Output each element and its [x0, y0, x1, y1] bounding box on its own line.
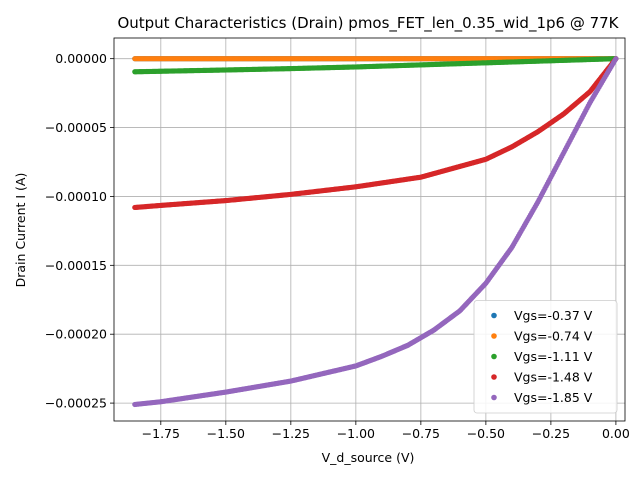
y-axis-ticks: 0.00000 −0.00005 −0.00010 −0.00015 −0.00020 −…: [45, 51, 114, 411]
series-4-points: [132, 56, 619, 211]
y-tick-label: −0.00005: [45, 120, 107, 135]
legend-marker: [491, 333, 497, 339]
legend-label: Vgs=-0.74 V: [514, 329, 593, 344]
x-tick-label: −0.25: [532, 426, 570, 441]
x-tick-label: −1.00: [337, 426, 375, 441]
y-tick-label: 0.00000: [55, 51, 107, 66]
series-5-points: [132, 56, 619, 408]
y-tick-label: −0.00010: [45, 189, 107, 204]
data-point: [613, 56, 619, 62]
legend-marker: [491, 374, 497, 380]
legend-box: [473, 300, 618, 414]
legend-marker: [491, 394, 497, 401]
chart-title: Output Characteristics (Drain) pmos_FET_…: [117, 14, 619, 33]
y-tick-label: −0.00020: [45, 327, 107, 342]
legend-label: Vgs=-1.11 V: [514, 349, 593, 364]
x-axis-ticks: −1.75 −1.50 −1.25 −1.00 −0.75 −0.50 −0.25 0.00: [142, 421, 630, 441]
x-tick-label: −0.75: [402, 426, 440, 441]
series-3-points: [132, 56, 619, 75]
legend-label: Vgs=-1.85 V: [514, 390, 593, 405]
plot-area-frame: [113, 37, 626, 422]
legend-marker: [491, 312, 497, 319]
x-tick-label: −1.50: [207, 426, 245, 441]
data-points: [132, 56, 619, 408]
x-tick-label: −1.25: [272, 426, 310, 441]
legend: Vgs=-0.37 V Vgs=-0.74 V Vgs=-1.11 V Vgs=-1.…: [473, 300, 618, 414]
x-tick-label: 0.00: [602, 426, 630, 441]
x-tick-label: −1.75: [142, 426, 180, 441]
y-axis-label: Drain Current I (A): [13, 173, 28, 288]
legend-label: Vgs=-1.48 V: [514, 370, 593, 385]
x-tick-label: −0.50: [467, 426, 505, 441]
y-tick-label: −0.00015: [45, 258, 107, 273]
y-tick-label: −0.00025: [45, 396, 107, 411]
legend-marker: [491, 353, 497, 360]
x-axis-label: V_d_source (V): [322, 450, 415, 465]
legend-label: Vgs=-0.37 V: [514, 308, 593, 323]
